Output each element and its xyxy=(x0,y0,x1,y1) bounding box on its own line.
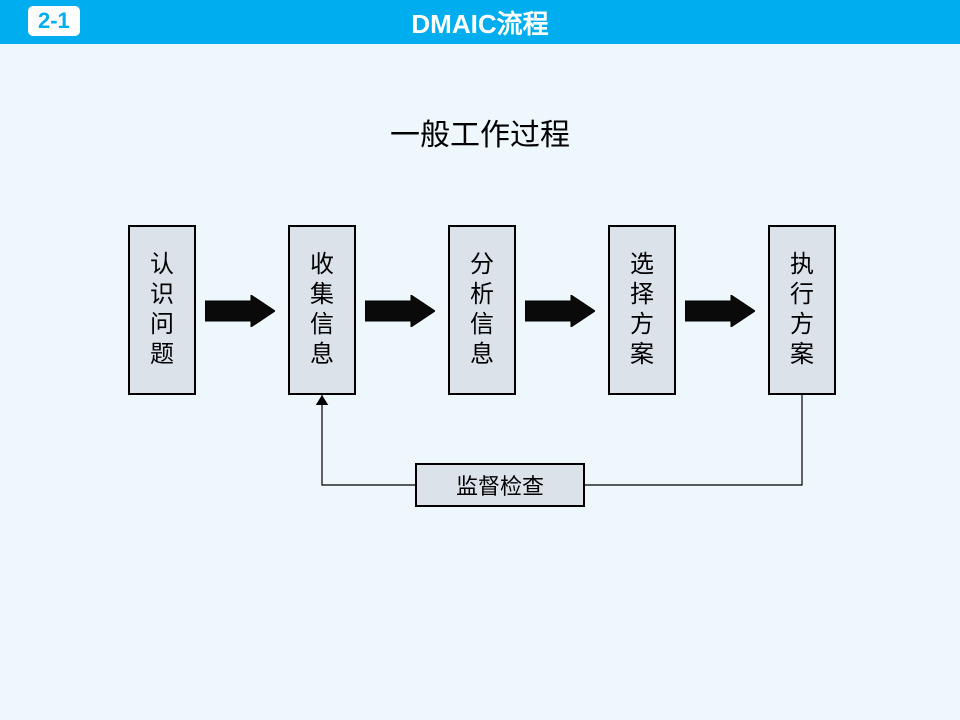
arrow-1 xyxy=(205,295,275,327)
step-box-5: 执行方案 xyxy=(768,225,836,395)
arrow-4 xyxy=(685,295,755,327)
step-label-1: 认识问题 xyxy=(150,250,174,370)
flow-area: 认识问题 收集信息 分析信息 选择方案 执行方案监督检查 xyxy=(0,225,960,625)
step-box-4: 选择方案 xyxy=(608,225,676,395)
header-title: DMAIC流程 xyxy=(0,4,960,41)
arrow-3 xyxy=(525,295,595,327)
subtitle: 一般工作过程 xyxy=(0,110,960,154)
step-label-4: 选择方案 xyxy=(630,250,654,370)
feedback-label: 监督检查 xyxy=(456,469,544,501)
step-label-2: 收集信息 xyxy=(310,250,334,370)
step-label-3: 分析信息 xyxy=(470,250,494,370)
step-label-5: 执行方案 xyxy=(790,250,814,370)
step-box-1: 认识问题 xyxy=(128,225,196,395)
arrow-2 xyxy=(365,295,435,327)
step-box-2: 收集信息 xyxy=(288,225,356,395)
header-bar: 2-1 DMAIC流程 xyxy=(0,0,960,44)
feedback-box: 监督检查 xyxy=(415,463,585,507)
step-box-3: 分析信息 xyxy=(448,225,516,395)
